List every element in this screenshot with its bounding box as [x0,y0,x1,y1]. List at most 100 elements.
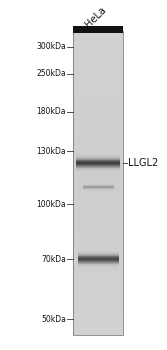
Bar [76,161,120,162]
Bar [73,66,123,69]
Bar [73,107,123,110]
Bar [78,255,119,256]
Bar [73,147,123,150]
Bar [78,258,119,259]
Bar [73,36,123,39]
Bar [73,39,123,41]
Bar [73,281,123,284]
Bar [73,87,123,89]
Bar [76,163,120,164]
Bar [73,251,123,254]
Bar [73,145,123,147]
Bar [73,26,123,33]
Bar [73,320,123,322]
Bar [73,183,123,186]
Bar [73,178,123,180]
Bar [78,254,119,255]
Bar [73,304,123,307]
Bar [73,226,123,228]
Bar [73,261,123,264]
Bar [73,175,123,178]
Bar [73,208,123,211]
Text: 250kDa: 250kDa [36,70,66,78]
Bar [73,137,123,140]
Bar [78,267,119,268]
Bar [73,56,123,59]
Bar [73,127,123,130]
Bar [76,157,120,158]
Bar [76,156,120,157]
Bar [73,302,123,304]
Bar [78,262,119,263]
Bar [73,120,123,122]
Bar [78,252,119,253]
Bar [73,72,123,74]
Bar [73,241,123,244]
Bar [73,332,123,335]
Bar [73,49,123,51]
Bar [76,160,120,161]
Bar [73,236,123,238]
Bar [73,196,123,198]
Bar [73,64,123,66]
Bar [73,289,123,292]
Bar [78,266,119,267]
Bar [78,265,119,266]
Bar [73,140,123,142]
Bar [73,168,123,170]
Bar [73,279,123,281]
Bar [78,264,119,265]
Bar [73,307,123,309]
Bar [73,193,123,196]
Bar [73,54,123,56]
Bar [73,312,123,314]
Bar [73,309,123,312]
Text: HeLa: HeLa [84,5,108,29]
Bar [73,259,123,261]
Bar [73,153,123,155]
Bar [73,112,123,114]
Bar [73,266,123,269]
Bar [78,261,119,262]
Bar [76,165,120,166]
Text: 100kDa: 100kDa [36,200,66,209]
Bar [73,160,123,163]
Bar [73,294,123,297]
Bar [73,114,123,117]
Bar [73,201,123,203]
Bar [73,299,123,302]
Bar [73,89,123,92]
Bar [73,158,123,160]
Bar [73,228,123,231]
Bar [73,274,123,276]
Bar [78,253,119,254]
Bar [73,31,123,34]
Bar [73,79,123,82]
Bar [73,327,123,329]
Bar [73,231,123,233]
Bar [73,287,123,289]
Bar [78,256,119,257]
Bar [73,69,123,72]
Bar [73,130,123,132]
Bar [76,166,120,167]
Bar [73,44,123,46]
Bar [76,155,120,156]
Bar [73,203,123,205]
Bar [76,158,120,159]
Bar [73,104,123,107]
Bar [73,142,123,145]
Bar [73,94,123,97]
Bar [73,117,123,120]
Bar [73,244,123,246]
Text: 50kDa: 50kDa [41,315,66,324]
Bar [78,259,119,260]
Bar [73,62,123,64]
Bar [73,173,123,175]
Bar [76,164,120,165]
Bar [73,284,123,287]
Bar [73,97,123,99]
Bar [73,102,123,104]
Bar [73,276,123,279]
Bar [73,186,123,188]
